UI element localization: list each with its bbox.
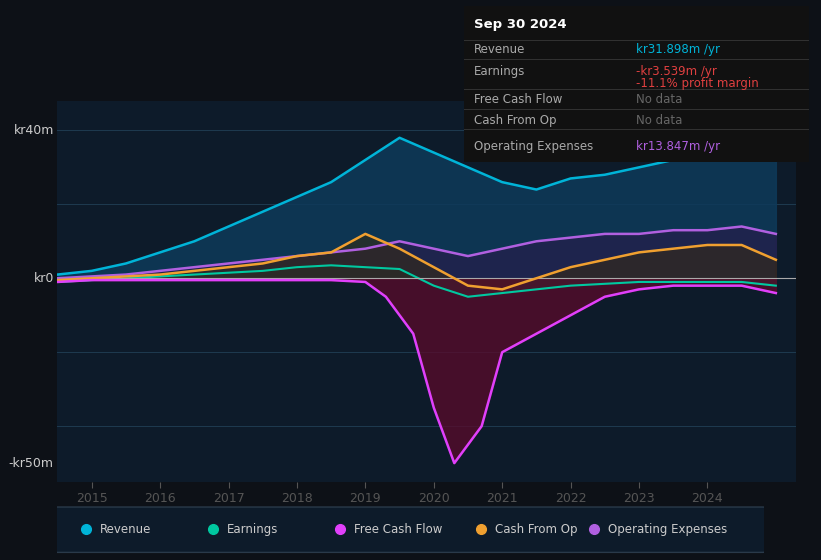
Text: kr0: kr0	[34, 272, 54, 285]
FancyBboxPatch shape	[50, 507, 767, 552]
Text: Operating Expenses: Operating Expenses	[608, 522, 727, 536]
Text: -kr50m: -kr50m	[9, 456, 54, 470]
Text: Free Cash Flow: Free Cash Flow	[475, 93, 562, 106]
Text: kr13.847m /yr: kr13.847m /yr	[636, 140, 720, 153]
Text: Cash From Op: Cash From Op	[475, 114, 557, 127]
Text: No data: No data	[636, 93, 682, 106]
Text: kr40m: kr40m	[13, 124, 54, 137]
Text: Revenue: Revenue	[100, 522, 151, 536]
Text: Earnings: Earnings	[475, 65, 525, 78]
Text: Sep 30 2024: Sep 30 2024	[475, 18, 566, 31]
Text: -11.1% profit margin: -11.1% profit margin	[636, 77, 759, 91]
Text: kr31.898m /yr: kr31.898m /yr	[636, 43, 720, 56]
Text: Free Cash Flow: Free Cash Flow	[354, 522, 443, 536]
Text: -kr3.539m /yr: -kr3.539m /yr	[636, 65, 718, 78]
Text: Revenue: Revenue	[475, 43, 525, 56]
Text: Earnings: Earnings	[227, 522, 278, 536]
Text: Cash From Op: Cash From Op	[495, 522, 578, 536]
Text: No data: No data	[636, 114, 682, 127]
Text: Operating Expenses: Operating Expenses	[475, 140, 594, 153]
